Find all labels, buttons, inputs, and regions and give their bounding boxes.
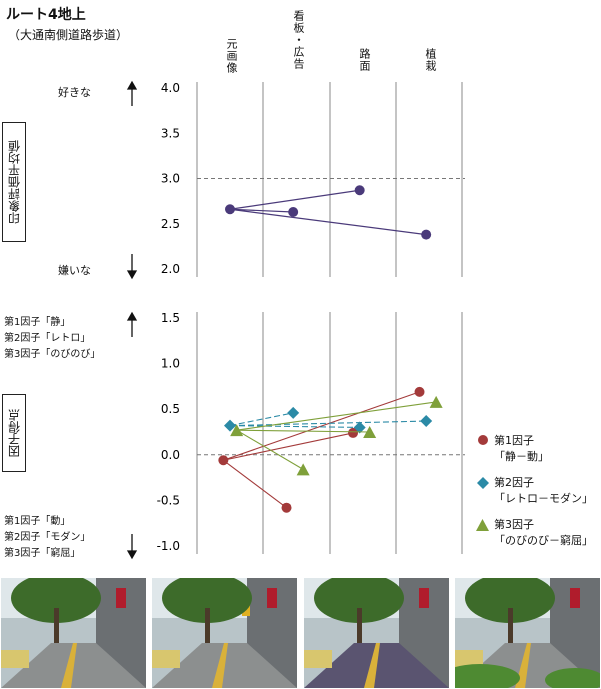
factor-link-line	[236, 401, 437, 431]
y-tick-label: 2.5	[161, 217, 180, 231]
factor-link-line	[229, 412, 294, 427]
factor-panel: 1.5 1.0 0.5 0.0 -0.5 -1.0	[157, 311, 465, 554]
column-header-pavement: 路面	[358, 48, 371, 72]
impression-point	[288, 206, 299, 217]
factor-positive-label-2: 第2因子「レトロ」	[4, 333, 91, 344]
factor1-point	[348, 427, 359, 438]
down-arrow-icon	[126, 254, 138, 280]
factor2-point	[287, 406, 300, 419]
impression-panel: 4.0 3.5 3.0 2.5 2.0	[161, 81, 465, 277]
factor-positive-label-1: 第1因子「静」	[4, 317, 71, 328]
factor-link-line	[223, 459, 287, 509]
factor-positive-label-3: 第3因子「のびのび」	[4, 349, 101, 360]
circle-marker-icon	[478, 435, 488, 445]
impression-link-line	[229, 208, 427, 236]
y-tick-label: 0.0	[161, 448, 180, 462]
impression-point	[421, 229, 432, 240]
factor-negative-label-3: 第3因子「窮屈」	[4, 548, 81, 559]
impression-point	[225, 204, 235, 215]
factor3-point	[363, 426, 377, 438]
top-negative-label: 嫌いな	[58, 264, 91, 277]
up-arrow-icon	[126, 311, 138, 337]
factor1-point	[281, 502, 292, 513]
factor-negative-label-1: 第1因子「動」	[4, 516, 71, 527]
factor1-point	[414, 386, 425, 397]
y-tick-label: 3.0	[161, 172, 180, 186]
legend-item-factor1: 第1因子 「静－動」	[472, 432, 601, 474]
legend: 第1因子 「静－動」 第2因子 「レトロ－モダン」 第3因子 「のびのび－窮屈」	[472, 432, 601, 558]
factor-link-line	[223, 391, 420, 461]
y-tick-label: 2.0	[161, 262, 180, 276]
street-photo-image	[152, 578, 297, 688]
down-arrow-icon	[126, 534, 138, 560]
top-positive-label: 好きな	[58, 86, 91, 99]
factor3-point	[429, 395, 443, 408]
factor-negative-label-2: 第2因子「モダン」	[4, 532, 91, 543]
column-header-original: 元画像	[225, 38, 238, 74]
factor-link-line	[236, 429, 304, 470]
factor2-point	[224, 419, 236, 432]
factor2-point	[353, 421, 366, 434]
factor3-point	[230, 424, 244, 437]
factor-link-line	[236, 429, 370, 433]
factor-link-line	[229, 425, 360, 428]
y-tick-label: -1.0	[157, 539, 180, 553]
impression-point	[354, 185, 365, 196]
y-tick-label: 1.0	[161, 357, 180, 371]
y-tick-label: 4.0	[161, 81, 180, 95]
triangle-marker-icon	[476, 519, 489, 531]
legend-name-2: 第2因子	[494, 476, 534, 489]
factor1-point	[218, 455, 229, 466]
chart-canvas: 4.0 3.5 3.0 2.5 2.0 1.5 1.0 0.5 0.0 -0.5 -1.0	[126, 80, 465, 560]
impression-link-line	[229, 208, 294, 213]
y-tick-label: 3.5	[161, 126, 180, 140]
column-header-signage: 看板・広告	[292, 10, 305, 70]
street-photo-image	[304, 578, 449, 688]
photo-planting	[455, 578, 600, 688]
photo-signage	[152, 578, 297, 688]
legend-name-3: 第3因子	[494, 518, 534, 531]
y-tick-label: 1.5	[161, 311, 180, 325]
factor-link-line	[223, 432, 354, 461]
legend-desc-1: 「静－動」	[494, 450, 549, 463]
legend-desc-2: 「レトロ－モダン」	[494, 492, 593, 505]
impression-link-line	[229, 189, 360, 210]
factor2-point	[420, 415, 433, 428]
diamond-marker-icon	[477, 477, 489, 489]
photo-original	[1, 578, 146, 688]
photo-pavement	[304, 578, 449, 688]
up-arrow-icon	[126, 80, 138, 106]
factor-link-line	[229, 420, 427, 427]
factor3-point	[296, 463, 310, 476]
legend-name-1: 第1因子	[494, 434, 534, 447]
y-tick-label: -0.5	[157, 493, 180, 507]
chart-title: ルート4地上	[6, 7, 86, 23]
street-photo-image	[1, 578, 146, 688]
legend-item-factor2: 第2因子 「レトロ－モダン」	[472, 474, 601, 516]
y-tick-label: 0.5	[161, 402, 180, 416]
legend-desc-3: 「のびのび－窮屈」	[494, 534, 593, 547]
column-header-planting: 植栽	[424, 48, 437, 72]
chart-subtitle: （大通南側道路歩道）	[8, 28, 129, 42]
street-photo-image	[455, 578, 600, 688]
legend-item-factor3: 第3因子 「のびのび－窮屈」	[472, 516, 601, 558]
